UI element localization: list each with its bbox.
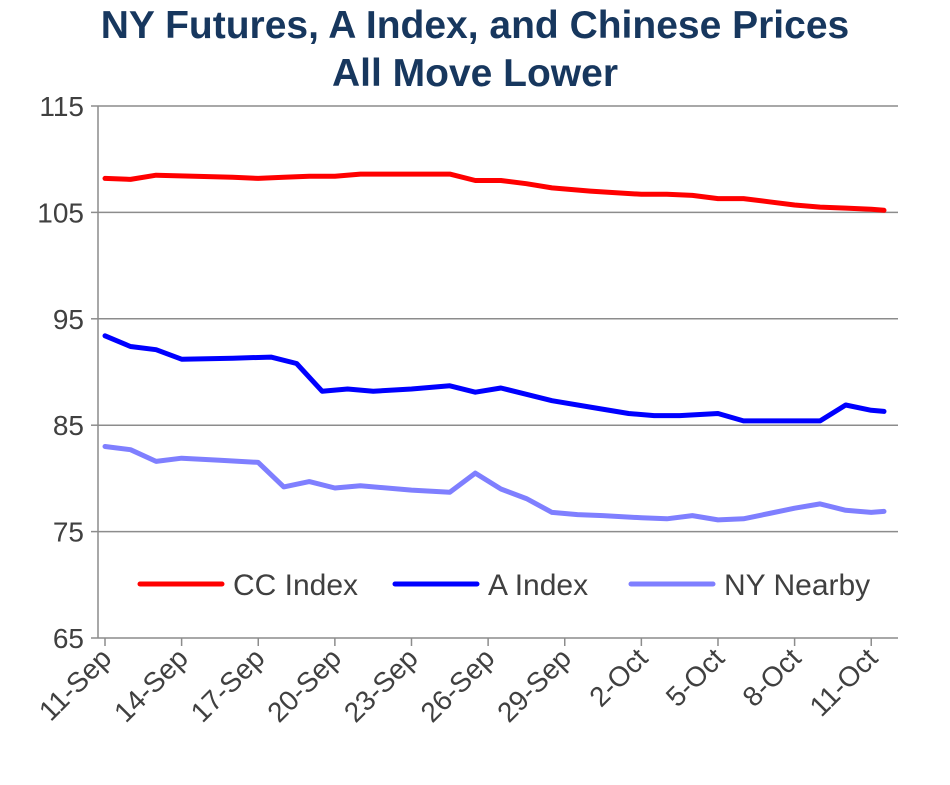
x-tick-label-23-sep: 23-Sep xyxy=(338,642,424,728)
legend-entry-a-index: A Index xyxy=(392,569,588,602)
x-tick-label-14-sep: 14-Sep xyxy=(108,642,194,728)
chart-title: NY Futures, A Index, and Chinese Prices … xyxy=(0,2,950,98)
x-tick-label-2-oct: 2-Oct xyxy=(583,642,653,712)
y-tick-label-65: 65 xyxy=(53,623,84,654)
y-axis-tick-labels: 115 105 95 85 75 65 xyxy=(37,91,84,654)
y-tick-label-95: 95 xyxy=(53,304,84,335)
series-line-a-index xyxy=(102,333,887,424)
x-tick-label-29-sep: 29-Sep xyxy=(491,642,577,728)
series-line-ny-nearby xyxy=(102,444,887,523)
series-lines xyxy=(102,171,887,523)
legend-label-cc-index: CC Index xyxy=(233,569,358,602)
legend: CC Index A Index NY Nearby xyxy=(137,569,870,602)
chart-title-line-2: All Move Lower xyxy=(331,52,619,95)
x-tick-label-26-sep: 26-Sep xyxy=(415,642,501,728)
x-tick-label-8-oct: 8-Oct xyxy=(737,642,807,712)
x-tick-label-17-sep: 17-Sep xyxy=(185,642,271,728)
gridlines xyxy=(98,105,898,533)
y-tick-label-105: 105 xyxy=(37,197,84,228)
legend-label-ny-nearby: NY Nearby xyxy=(724,569,870,602)
chart-title-line-1: NY Futures, A Index, and Chinese Prices xyxy=(100,4,850,47)
x-tick-label-20-sep: 20-Sep xyxy=(261,642,347,728)
legend-entry-cc-index: CC Index xyxy=(137,569,358,602)
legend-label-a-index: A Index xyxy=(488,569,588,602)
series-line-cc-index xyxy=(102,171,887,213)
y-tick-label-115: 115 xyxy=(39,91,84,122)
legend-entry-ny-nearby: NY Nearby xyxy=(628,569,870,602)
x-tick-label-11-sep: 11-Sep xyxy=(33,642,117,726)
y-tick-label-85: 85 xyxy=(53,410,84,441)
x-axis-tick-labels: 11-Sep14-Sep17-Sep20-Sep23-Sep26-Sep29-S… xyxy=(33,642,884,728)
y-tick-label-75: 75 xyxy=(53,517,84,548)
axes xyxy=(91,105,898,646)
x-tick-label-11-oct: 11-Oct xyxy=(804,642,884,722)
x-tick-label-5-oct: 5-Oct xyxy=(660,642,730,712)
